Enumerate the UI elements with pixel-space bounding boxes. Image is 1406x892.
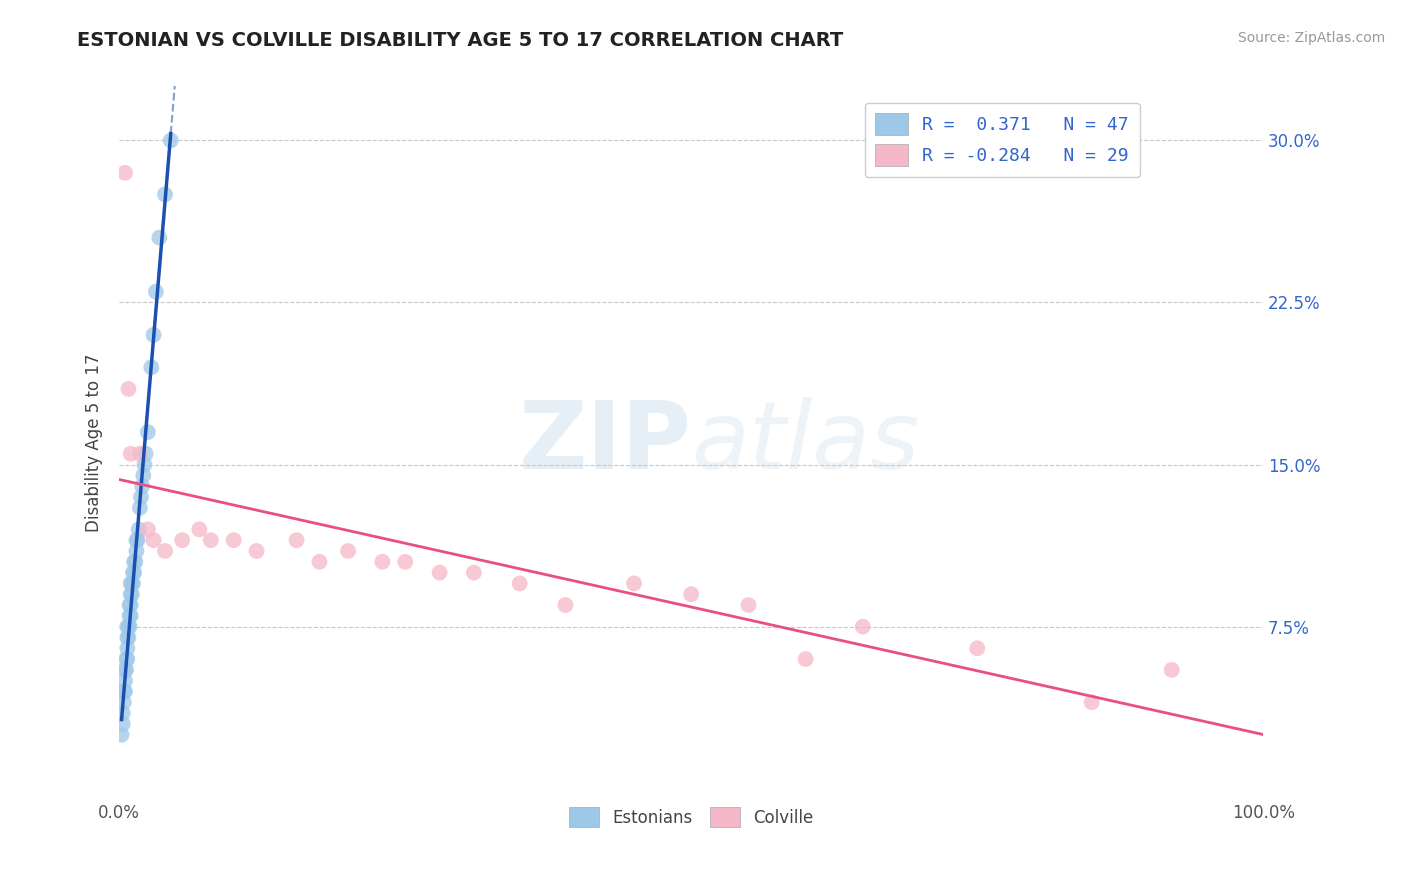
Point <box>120 587 142 601</box>
Point <box>114 663 136 677</box>
Point <box>115 663 138 677</box>
Point <box>120 447 142 461</box>
Point <box>114 684 136 698</box>
Point <box>120 576 142 591</box>
Point <box>200 533 222 548</box>
Point <box>112 684 135 698</box>
Point <box>129 490 152 504</box>
Point <box>111 706 134 720</box>
Point <box>159 133 181 147</box>
Text: ESTONIAN VS COLVILLE DISABILITY AGE 5 TO 17 CORRELATION CHART: ESTONIAN VS COLVILLE DISABILITY AGE 5 TO… <box>77 31 844 50</box>
Point <box>112 695 135 709</box>
Legend: Estonians, Colville: Estonians, Colville <box>562 800 820 834</box>
Point <box>120 608 142 623</box>
Point <box>122 555 145 569</box>
Point <box>145 285 167 299</box>
Point <box>117 652 139 666</box>
Point <box>245 544 267 558</box>
Point <box>124 555 146 569</box>
Point <box>118 620 141 634</box>
Point <box>128 500 150 515</box>
Point <box>142 533 165 548</box>
Point <box>117 631 139 645</box>
Point <box>852 620 875 634</box>
Point <box>121 587 143 601</box>
Point <box>121 576 143 591</box>
Point <box>308 555 330 569</box>
Point <box>142 327 165 342</box>
Point <box>153 544 176 558</box>
Point <box>172 533 194 548</box>
Y-axis label: Disability Age 5 to 17: Disability Age 5 to 17 <box>86 354 103 533</box>
Point <box>117 382 139 396</box>
Point <box>111 717 134 731</box>
Point <box>509 576 531 591</box>
Point <box>132 468 155 483</box>
Point <box>131 479 153 493</box>
Point <box>429 566 451 580</box>
Point <box>128 522 150 536</box>
Point <box>794 652 817 666</box>
Point <box>966 641 988 656</box>
Point <box>125 533 148 548</box>
Point <box>141 360 163 375</box>
Text: Source: ZipAtlas.com: Source: ZipAtlas.com <box>1237 31 1385 45</box>
Point <box>623 576 645 591</box>
Point <box>117 620 139 634</box>
Point <box>394 555 416 569</box>
Point <box>118 598 141 612</box>
Text: ZIP: ZIP <box>519 397 692 489</box>
Point <box>118 608 141 623</box>
Point <box>222 533 245 548</box>
Point <box>136 522 159 536</box>
Point <box>127 533 149 548</box>
Point <box>114 166 136 180</box>
Point <box>114 673 136 688</box>
Point <box>371 555 394 569</box>
Point <box>110 728 132 742</box>
Point <box>134 458 156 472</box>
Point <box>120 598 142 612</box>
Point <box>285 533 308 548</box>
Point <box>463 566 485 580</box>
Point <box>117 620 139 634</box>
Point <box>115 652 138 666</box>
Point <box>122 566 145 580</box>
Point <box>122 576 145 591</box>
Point <box>1160 663 1182 677</box>
Point <box>681 587 703 601</box>
Point <box>136 425 159 439</box>
Point <box>337 544 360 558</box>
Point <box>1080 695 1102 709</box>
Point <box>554 598 576 612</box>
Point <box>135 447 157 461</box>
Text: atlas: atlas <box>692 398 920 489</box>
Point <box>148 230 170 244</box>
Point <box>125 544 148 558</box>
Point <box>122 566 145 580</box>
Point <box>117 631 139 645</box>
Point <box>117 641 139 656</box>
Point <box>153 187 176 202</box>
Point <box>128 447 150 461</box>
Point <box>188 522 211 536</box>
Point <box>737 598 759 612</box>
